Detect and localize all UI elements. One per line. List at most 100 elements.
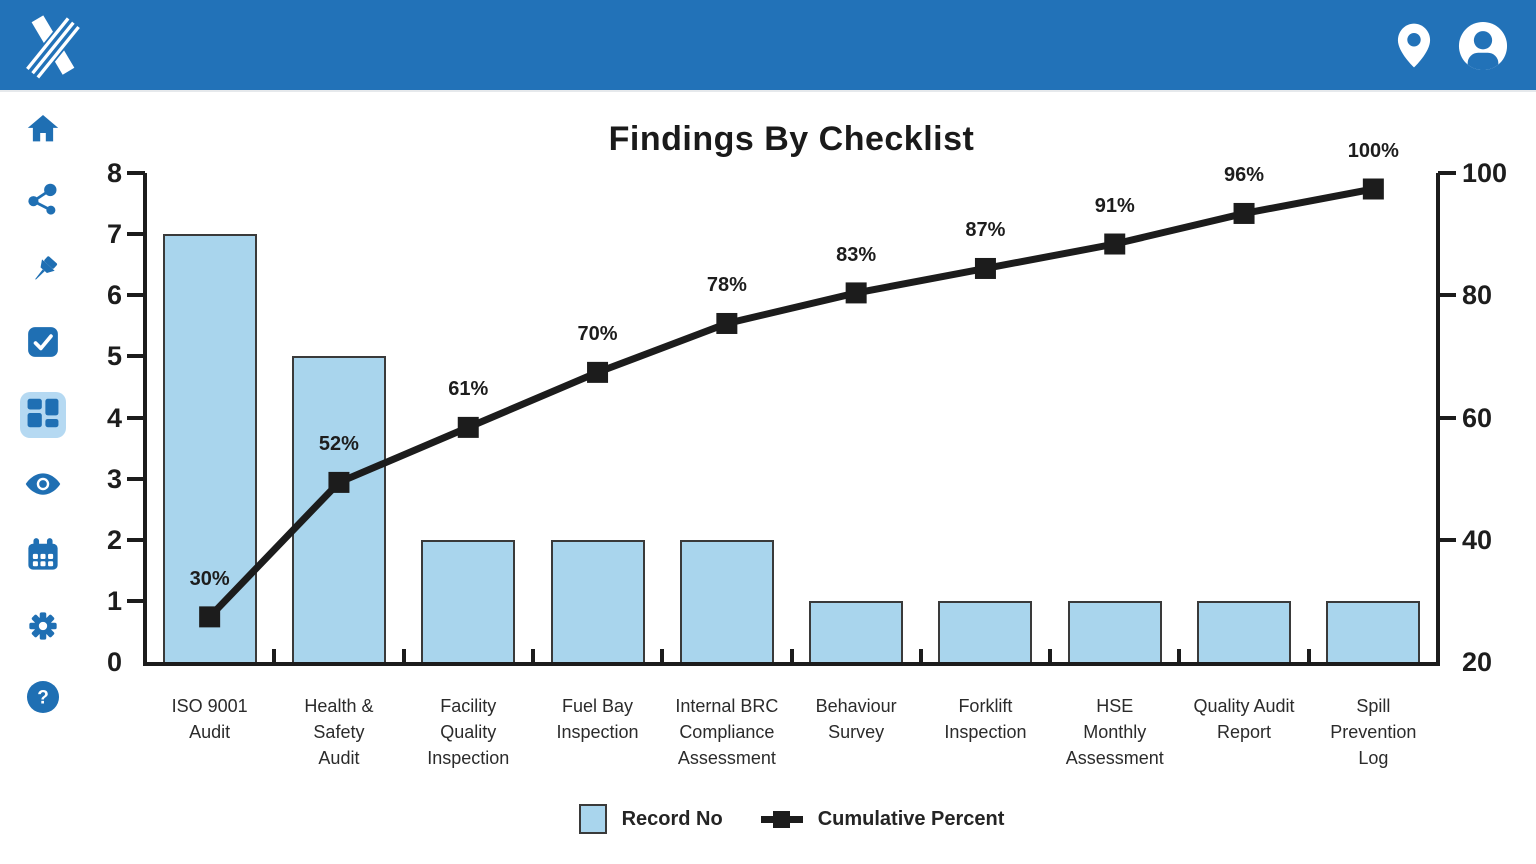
bar-2[interactable] (421, 539, 516, 662)
x-axis-tick (1177, 649, 1182, 662)
x-axis-label-7: HSE Monthly Assessment (1065, 696, 1164, 768)
line-marker-5[interactable] (845, 282, 867, 304)
y-axis-tick (127, 537, 145, 542)
line-marker-4[interactable] (716, 312, 738, 334)
right-axis-label: 20 (1462, 647, 1493, 677)
right-axis-tick (1438, 537, 1456, 542)
legend-item-record-no: Record No (578, 804, 723, 834)
line-marker-swatch (760, 810, 803, 828)
bar-7[interactable] (1067, 600, 1162, 662)
sidebar-item-view[interactable] (20, 463, 66, 509)
percent-label-4: 78% (706, 274, 747, 297)
right-axis-tick (1438, 415, 1456, 420)
y-axis-label: 2 (106, 524, 122, 555)
sidebar-item-home[interactable] (20, 108, 66, 154)
home-icon (25, 111, 61, 152)
cumulative-line-path (207, 185, 1375, 620)
x-axis-tick (1048, 649, 1053, 662)
right-axis-tick (1438, 293, 1456, 298)
bar-4[interactable] (679, 539, 774, 662)
y-axis-tick (127, 598, 145, 603)
line-marker-1[interactable] (328, 471, 350, 493)
checkbox-check-icon (26, 325, 60, 364)
legend-item-cumulative-percent: Cumulative Percent (760, 807, 1005, 831)
percent-label-5: 83% (836, 243, 877, 266)
cumulative-line (199, 178, 1384, 628)
sidebar-item-pin[interactable] (20, 250, 66, 296)
bar-3[interactable] (550, 539, 645, 662)
x-axis-tick (1306, 649, 1311, 662)
bar-5[interactable] (809, 600, 904, 662)
line-marker-8[interactable] (1233, 202, 1255, 224)
x-axis-label-2: Facility Quality Inspection (427, 696, 510, 768)
location-pin-icon[interactable] (1394, 21, 1434, 71)
sidebar-item-calendar[interactable] (20, 534, 66, 580)
sidebar-item-help[interactable]: ? (20, 676, 66, 722)
user-profile-icon[interactable] (1458, 21, 1508, 71)
percent-label-6: 87% (965, 219, 1006, 242)
right-axis-tick (1438, 171, 1456, 175)
x-axis-label-6: Forklift Inspection (944, 696, 1027, 742)
sidebar-nav: ? (0, 92, 86, 864)
line-marker-2[interactable] (457, 416, 479, 438)
help-circle-icon: ? (24, 678, 62, 721)
bar-9[interactable] (1326, 600, 1421, 662)
x-axis-tick (789, 649, 794, 662)
dashboard-grid-icon (24, 394, 62, 437)
right-axis-label: 80 (1462, 280, 1493, 311)
bar-0[interactable] (162, 234, 257, 662)
y-axis-label: 3 (106, 463, 122, 494)
pushpin-icon (26, 254, 60, 293)
calendar-icon (25, 537, 61, 578)
x-axis-tick (272, 649, 277, 662)
sidebar-item-dashboard[interactable] (20, 392, 66, 438)
y-axis-tick (127, 293, 145, 298)
chart-title: Findings By Checklist (608, 120, 975, 158)
x-axis-label-8: Quality Audit Report (1193, 696, 1295, 742)
y-axis-label: 7 (106, 219, 122, 250)
settings-gear-icon (24, 607, 62, 650)
y-axis-tick (127, 476, 145, 481)
percent-label-7: 91% (1094, 195, 1135, 217)
y-axis-tick (127, 415, 145, 420)
line-marker-7[interactable] (1104, 233, 1126, 255)
x-axis-tick (530, 649, 535, 662)
x-axis-label-9: Spill Prevention Log (1330, 696, 1417, 768)
y-axis-label: 6 (106, 280, 122, 311)
y-axis-label: 4 (106, 402, 122, 433)
eye-icon (24, 465, 62, 508)
sidebar-item-settings[interactable] (20, 605, 66, 651)
y-axis-tick (127, 171, 145, 175)
percent-label-3: 70% (577, 323, 618, 346)
bar-8[interactable] (1197, 600, 1292, 662)
top-header (0, 0, 1536, 92)
x-axis-tick (401, 649, 406, 662)
y-axis-label: 8 (106, 158, 122, 188)
line-marker-6[interactable] (974, 257, 996, 279)
bar-swatch (578, 804, 607, 834)
sidebar-item-tasks[interactable] (20, 321, 66, 367)
line-marker-3[interactable] (587, 361, 609, 383)
line-marker-9[interactable] (1362, 178, 1384, 200)
bar-1[interactable] (291, 356, 386, 662)
share-nodes-icon (25, 182, 61, 223)
bar-6[interactable] (938, 600, 1033, 662)
percent-label-9: 100% (1347, 140, 1399, 162)
x-axis-label-0: ISO 9001 Audit (171, 696, 248, 742)
x-axis-label-4: Internal BRC Compliance Assessment (675, 696, 779, 768)
app-logo-x-icon[interactable] (20, 13, 84, 79)
sidebar-item-share[interactable] (20, 179, 66, 225)
percent-label-0: 30% (189, 567, 230, 590)
svg-text:?: ? (37, 687, 49, 708)
line-marker-0[interactable] (199, 606, 221, 628)
right-axis-label: 40 (1462, 524, 1493, 555)
pareto-chart-axes (143, 173, 1440, 666)
x-axis-label-1: Health & Safety Audit (304, 696, 374, 768)
y-axis-label: 1 (106, 585, 122, 616)
x-axis-tick (918, 649, 923, 662)
x-axis-label-5: Behaviour Survey (815, 696, 897, 742)
y-axis-tick (127, 232, 145, 237)
y-axis-label: 0 (106, 647, 122, 677)
legend-label: Cumulative Percent (817, 807, 1005, 830)
